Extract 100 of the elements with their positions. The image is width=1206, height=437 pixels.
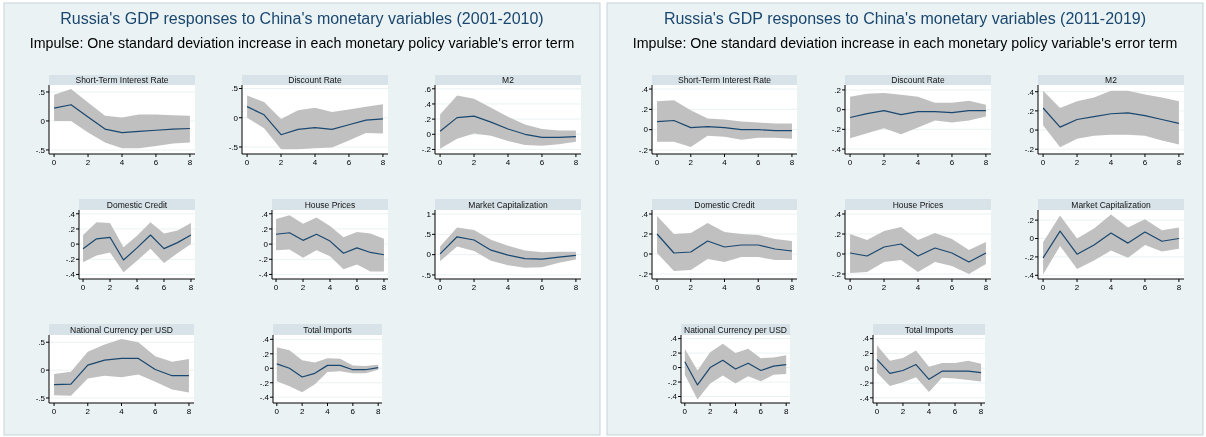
y-tick-label: .4 — [262, 335, 270, 345]
x-tick-label: 0 — [874, 407, 880, 416]
x-tick-label: 0 — [847, 283, 853, 292]
x-tick-label: 8 — [381, 283, 387, 292]
x-tick-label: 8 — [789, 158, 795, 167]
line-series — [684, 359, 787, 386]
line-series — [876, 358, 982, 380]
x-tick-label: 6 — [952, 407, 958, 416]
x-tick-label: 2 — [85, 407, 91, 416]
text: Impulse: One standard deviation increase in each monetary policy variable's error term — [632, 35, 1178, 51]
y-tick-label: -.5 — [35, 145, 46, 155]
y-tick-label: .4 — [862, 334, 870, 344]
x-tick-label: 6 — [949, 283, 955, 292]
y-tick-label: -.2 — [65, 255, 76, 265]
y-tick-label: .2 — [834, 229, 842, 239]
y-tick-label: .4 — [424, 99, 432, 109]
y-tick-label: 0 — [264, 364, 270, 374]
x-tick-label: 4 — [325, 407, 331, 416]
y-tick-label: .2 — [834, 85, 842, 95]
x-tick-label: 2 — [900, 407, 906, 416]
x-tick-label: 0 — [1040, 283, 1046, 292]
y-tick-label: 0 — [263, 239, 269, 249]
x-tick-label: 8 — [978, 407, 984, 416]
chart-title: M2 — [502, 74, 515, 85]
y-tick-label: .4 — [641, 84, 649, 94]
y-tick-label: .6 — [424, 84, 432, 94]
chart-title: Total Imports — [904, 324, 954, 335]
x-tick-label: 6 — [755, 158, 761, 167]
x-tick-label: 0 — [654, 158, 660, 167]
x-tick-label: 6 — [539, 283, 545, 292]
y-tick-label: .5 — [231, 84, 239, 94]
x-tick-label: 6 — [1142, 158, 1148, 167]
y-tick-label: .5 — [424, 230, 432, 240]
y-tick-label: 0 — [426, 130, 432, 140]
y-tick-label: -.2 — [667, 377, 678, 387]
y-tick-label: .5 — [38, 338, 46, 348]
chart-title: Domestic Credit — [694, 199, 756, 210]
text: Russia's GDP responses to China's monetary variables (2011-2019) — [663, 10, 1147, 27]
y-tick-label: -.4 — [65, 270, 76, 280]
x-tick-label: 4 — [134, 283, 140, 292]
y-tick-label: .2 — [641, 229, 649, 239]
y-tick-label: 0 — [233, 113, 239, 123]
x-tick-label: 0 — [654, 283, 660, 292]
x-tick-label: 4 — [1108, 158, 1114, 167]
x-tick-label: 8 — [983, 158, 989, 167]
x-tick-label: 4 — [722, 158, 728, 167]
x-tick-label: 4 — [915, 158, 921, 167]
x-tick-label: 4 — [119, 407, 125, 416]
x-tick-label: 2 — [881, 158, 887, 167]
y-tick-label: 0 — [40, 365, 46, 375]
x-tick-label: 8 — [573, 283, 579, 292]
y-tick-label: 0 — [1029, 234, 1035, 244]
x-tick-label: 6 — [755, 283, 761, 292]
x-tick-label: 0 — [437, 283, 443, 292]
line-series — [1042, 230, 1180, 259]
y-tick-label: .4 — [834, 209, 842, 219]
x-tick-label: 8 — [186, 407, 192, 416]
x-tick-label: 2 — [688, 283, 694, 292]
x-tick-label: 2 — [471, 158, 477, 167]
x-tick-label: 0 — [244, 158, 250, 167]
x-tick-label: 8 — [573, 158, 579, 167]
line-series — [82, 234, 192, 261]
x-tick-label: 2 — [300, 283, 306, 292]
x-tick-label: 6 — [758, 407, 764, 416]
x-tick-label: 4 — [505, 158, 511, 167]
line-series — [276, 363, 379, 378]
x-tick-label: 8 — [187, 158, 193, 167]
line-series — [849, 110, 987, 119]
chart-title: Discount Rate — [288, 74, 342, 85]
x-tick-label: 6 — [153, 158, 159, 167]
x-tick-label: 2 — [688, 158, 694, 167]
y-tick-label: .2 — [1027, 215, 1035, 225]
y-tick-label: .2 — [68, 224, 76, 234]
chart-title: House Prices — [892, 199, 944, 210]
x-tick-label: 4 — [1108, 283, 1114, 292]
y-tick-label: 0 — [672, 363, 678, 373]
y-tick-label: 0 — [643, 249, 649, 259]
x-tick-label: 4 — [119, 158, 125, 167]
x-tick-label: 0 — [51, 158, 57, 167]
y-tick-label: .2 — [641, 105, 649, 115]
y-tick-label: -.2 — [831, 125, 842, 135]
chart-title: Discount Rate — [891, 74, 945, 85]
x-tick-label: 8 — [375, 407, 381, 416]
y-tick-label: .4 — [261, 209, 269, 219]
x-tick-label: 8 — [1176, 283, 1182, 292]
y-tick-label: 0 — [836, 105, 842, 115]
y-tick-label: -.4 — [259, 393, 270, 403]
chart-title: National Currency per USD — [684, 324, 787, 335]
x-tick-label: 4 — [915, 283, 921, 292]
y-tick-label: 0 — [40, 116, 46, 126]
y-tick-label: 0 — [70, 239, 76, 249]
y-tick-label: .2 — [670, 348, 678, 358]
x-tick-label: 2 — [107, 283, 113, 292]
y-tick-label: .4 — [641, 209, 649, 219]
y-tick-label: -.2 — [259, 378, 270, 388]
x-tick-label: 6 — [539, 158, 545, 167]
y-tick-label: -.2 — [1024, 252, 1035, 262]
chart-title: M2 — [1105, 74, 1118, 85]
x-tick-label: 0 — [273, 283, 279, 292]
y-tick-label: .2 — [261, 224, 269, 234]
